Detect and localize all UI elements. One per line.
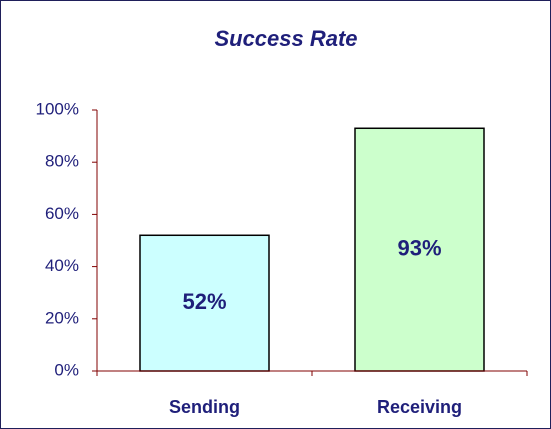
y-tick-label: 40% — [45, 256, 79, 275]
x-tick-label: Receiving — [377, 397, 462, 417]
y-tick-label: 0% — [54, 360, 79, 379]
value-label: 93% — [397, 235, 441, 260]
chart-title: Success Rate — [214, 26, 357, 51]
y-tick-label: 80% — [45, 152, 79, 171]
y-tick-label: 20% — [45, 308, 79, 327]
y-tick-label: 60% — [45, 204, 79, 223]
value-label: 52% — [182, 289, 226, 314]
y-tick-label: 100% — [36, 99, 79, 118]
bar — [139, 234, 270, 372]
x-tick-label: Sending — [169, 397, 240, 417]
